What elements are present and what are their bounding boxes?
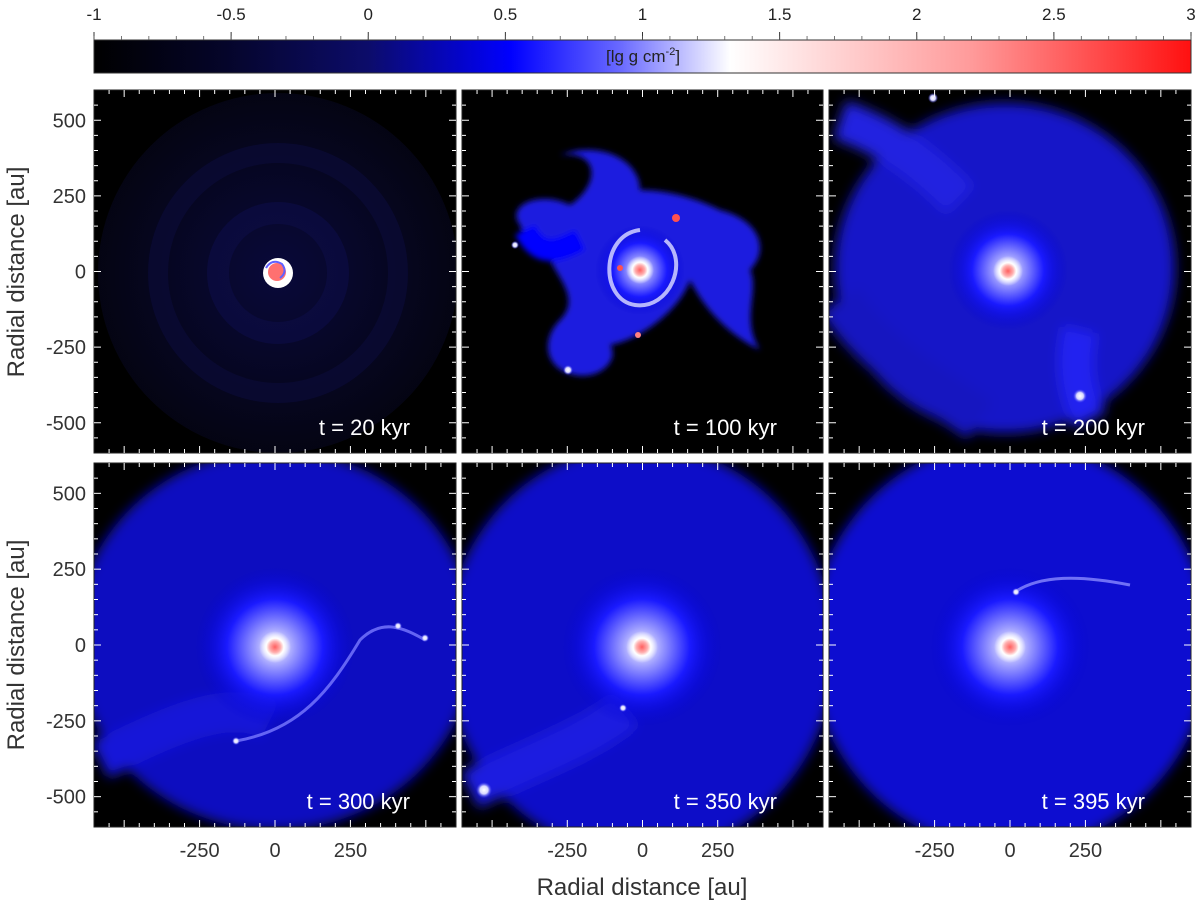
colorbar-tick-label: 1 xyxy=(638,5,647,24)
colorbar-tick-label: 0 xyxy=(364,5,373,24)
y-tick-label: -250 xyxy=(46,337,86,359)
fragment xyxy=(563,365,573,375)
panel-time-label: t = 350 kyr xyxy=(674,789,777,814)
x-tick-label: 250 xyxy=(334,840,367,862)
colorbar-tick-label: -0.5 xyxy=(216,5,245,24)
panel-t350 xyxy=(462,463,823,827)
colorbar: -1 -0.5 0 0.5 1 1.5 2 2.5 3 [lg g cm-2] xyxy=(86,5,1196,74)
y-tick-label: -250 xyxy=(46,711,86,733)
panel-t200 xyxy=(829,90,1191,453)
x-tick-label: -250 xyxy=(180,840,220,862)
panel-t300 xyxy=(94,463,456,827)
faint-ring xyxy=(207,202,349,344)
fragment xyxy=(928,93,938,103)
central-core xyxy=(993,256,1023,286)
colorbar-ticks: -1 -0.5 0 0.5 1 1.5 2 2.5 3 xyxy=(86,5,1196,40)
y-tick-label: -500 xyxy=(46,413,86,435)
central-core xyxy=(259,631,291,663)
central-core xyxy=(626,256,654,284)
panel-t20 xyxy=(94,90,456,453)
inner-spiral xyxy=(265,260,286,279)
colorbar-tick-label: -1 xyxy=(86,5,101,24)
panel-time-label: t = 100 kyr xyxy=(674,415,777,440)
spiral-arm xyxy=(515,224,585,261)
fragment xyxy=(511,241,519,249)
panel-time-label: t = 395 kyr xyxy=(1042,789,1145,814)
fragment xyxy=(672,214,680,222)
y-tick-label: 500 xyxy=(53,110,86,132)
colorbar-tick-label: 0.5 xyxy=(494,5,518,24)
spiral-arm xyxy=(1014,576,1131,594)
panel-time-label: t = 20 kyr xyxy=(319,415,410,440)
x-tick-label: -250 xyxy=(915,840,955,862)
spiral-arm xyxy=(1058,325,1106,428)
y-tick-label: -500 xyxy=(46,787,86,809)
spiral-arm xyxy=(607,228,679,308)
spiral-arm xyxy=(829,287,993,439)
panel-t100 xyxy=(462,90,823,453)
y-tick-label: 250 xyxy=(53,559,86,581)
y-tick-label: 250 xyxy=(53,186,86,208)
x-tick-label: 250 xyxy=(1069,840,1102,862)
colorbar-tick-label: 3 xyxy=(1186,5,1195,24)
fragment xyxy=(476,782,492,798)
x-tick-label: -250 xyxy=(547,840,587,862)
central-core xyxy=(994,631,1026,663)
colorbar-unit-label: [lg g cm-2] xyxy=(606,46,680,66)
colorbar-unit-text: [lg g cm xyxy=(606,47,666,66)
y-tick-label: 500 xyxy=(53,483,86,505)
colorbar-unit-superscript: -2 xyxy=(666,46,676,58)
faint-ring xyxy=(148,143,408,403)
colorbar-tick-label: 1.5 xyxy=(768,5,792,24)
fragment xyxy=(421,634,429,642)
fragment xyxy=(1012,588,1020,596)
fragment xyxy=(1073,389,1087,403)
y-tick-label: 0 xyxy=(75,635,86,657)
panel-frames: 500 250 0 -250 -500 t = 20 kyr t = 100 kyr t = … xyxy=(46,89,1192,862)
colorbar-tick-label: 2.5 xyxy=(1042,5,1066,24)
x-tick-label: 250 xyxy=(701,840,734,862)
fragment xyxy=(635,332,641,338)
x-tick-label: 0 xyxy=(269,840,280,862)
panel-t395 xyxy=(829,463,1191,827)
fragment xyxy=(394,622,402,630)
x-axis-label: Radial distance [au] xyxy=(537,874,748,901)
y-axis-label-bottom: Radial distance [au] xyxy=(3,540,30,751)
fragment xyxy=(619,704,627,712)
central-core xyxy=(626,631,658,663)
fragment xyxy=(617,265,623,271)
x-tick-label: 0 xyxy=(1004,840,1015,862)
x-tick-label: 0 xyxy=(637,840,648,862)
y-tick-label: 0 xyxy=(75,262,86,284)
colorbar-gradient xyxy=(93,39,1192,74)
colorbar-tick-label: 2 xyxy=(912,5,921,24)
colorbar-unit-close: ] xyxy=(675,47,680,66)
panel-time-label: t = 200 kyr xyxy=(1042,415,1145,440)
spiral-arm xyxy=(833,101,975,215)
panel-time-label: t = 300 kyr xyxy=(307,789,410,814)
fragment xyxy=(232,737,240,745)
y-axis-label-top: Radial distance [au] xyxy=(3,167,30,378)
